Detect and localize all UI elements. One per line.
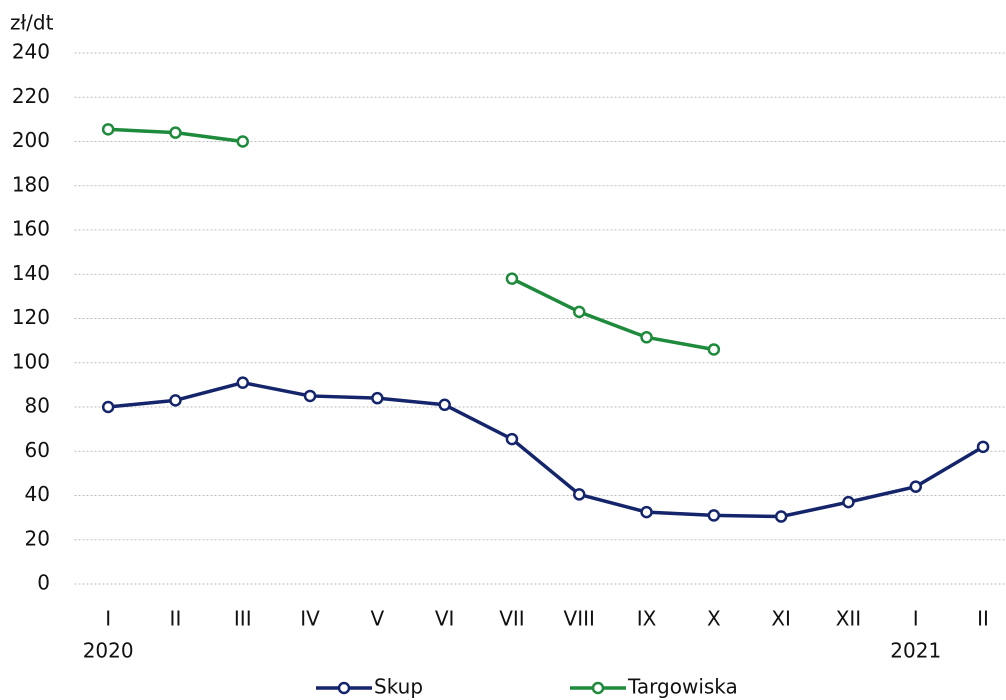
y-tick-label: 180 (12, 172, 50, 196)
y-tick-label: 220 (12, 84, 50, 108)
point (573, 488, 586, 501)
x-tick-label: VII (499, 607, 524, 631)
legend-label: Targowiska (627, 675, 738, 699)
point (169, 394, 182, 407)
x-tick-label: XII (836, 607, 862, 631)
point (909, 480, 922, 493)
x-group-label: 2020 (83, 639, 134, 663)
y-tick-label: 240 (12, 40, 50, 64)
point (101, 400, 115, 414)
x-tick-label: III (234, 607, 252, 631)
series-line (107, 380, 984, 519)
legend-marker (591, 681, 605, 695)
point (505, 272, 519, 285)
y-unit-label: zł/dt (10, 11, 54, 35)
y-tick-label: 120 (12, 305, 50, 329)
point (842, 495, 855, 509)
legend-marker (337, 681, 351, 695)
y-tick-label: 140 (12, 261, 50, 285)
x-tick-label: VIII (564, 607, 595, 631)
point (505, 432, 519, 446)
point (774, 510, 788, 523)
x-tick-label: I (913, 607, 919, 631)
point (169, 126, 182, 139)
point (640, 505, 653, 519)
series-line (108, 127, 715, 352)
x-tick-label: IX (637, 607, 657, 631)
x-tick-label: I (105, 607, 111, 631)
point (707, 509, 721, 522)
y-tick-label: 100 (12, 349, 50, 373)
y-tick-label: 200 (12, 128, 50, 152)
y-tick-label: 0 (37, 571, 50, 595)
x-tick-label: XI (771, 607, 791, 631)
point (438, 398, 451, 412)
y-tick-label: 40 (25, 482, 50, 506)
x-tick-label: VI (435, 607, 455, 631)
point (976, 440, 990, 454)
y-tick-label: 80 (25, 394, 50, 418)
y-tick-label: 160 (12, 217, 50, 241)
point (101, 123, 115, 136)
y-tick-label: 20 (25, 526, 50, 550)
point (707, 343, 721, 356)
y-tick-label: 60 (25, 438, 50, 462)
x-tick-label: II (170, 607, 182, 631)
legend-label: Skup (374, 675, 423, 699)
point (573, 305, 586, 319)
x-group-label: 2021 (890, 639, 941, 663)
x-tick-label: II (977, 607, 989, 631)
point (640, 331, 653, 344)
x-tick-label: V (371, 607, 385, 631)
point (236, 376, 249, 389)
x-tick-label: X (707, 607, 721, 631)
point (236, 135, 249, 148)
x-tick-label: IV (300, 607, 320, 631)
point (303, 389, 317, 403)
point (371, 391, 384, 405)
